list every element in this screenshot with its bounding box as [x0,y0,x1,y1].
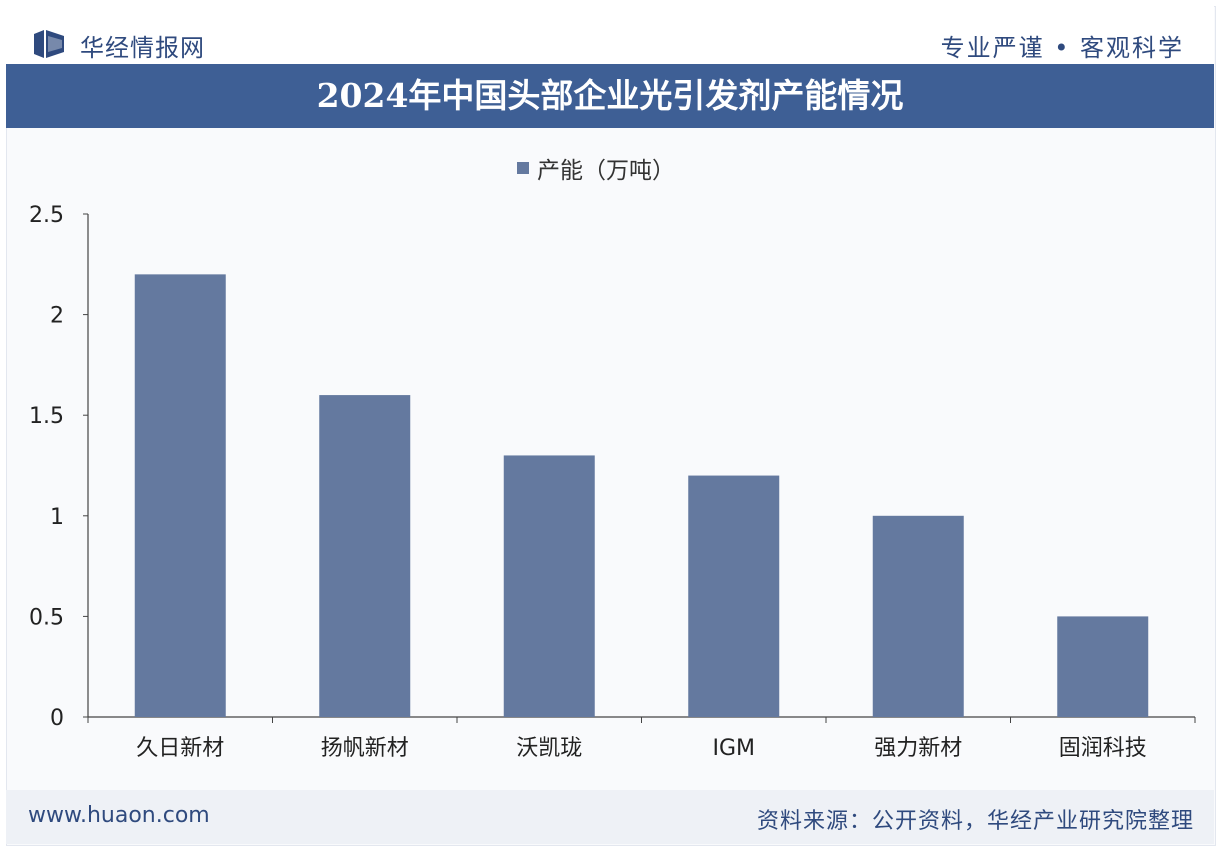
x-category-label: 久日新材 [136,736,224,761]
y-tick-label: 2 [50,304,64,329]
logo-icon [34,30,64,58]
source-note: 资料来源：公开资料，华经产业研究院整理 [756,809,1194,834]
y-tick-label: 2.5 [29,203,64,228]
legend-label: 产能（万吨） [537,158,675,184]
bar-5 [872,515,964,717]
x-category-label: 扬帆新材 [321,736,409,761]
footer: www.huaon.com 资料来源：公开资料，华经产业研究院整理 [6,790,1214,844]
slogan: 专业严谨 • 客观科学 [940,34,1184,62]
y-tick-label: 0.5 [29,605,64,630]
x-category-label: 固润科技 [1059,736,1147,761]
bar-3 [503,455,595,717]
y-tick-label: 1 [50,505,64,530]
bar-1 [134,274,226,717]
y-tick-label: 1.5 [29,404,64,429]
bar-4 [688,475,780,717]
x-category-label: 强力新材 [874,736,962,761]
x-category-label: IGM [712,736,755,761]
x-category-label: 沃凯珑 [516,736,582,761]
y-tick-label: 0 [50,706,64,731]
website-link[interactable]: www.huaon.com [28,803,210,828]
title-bar: 2024年中国头部企业光引发剂产能情况 [6,64,1214,128]
bar-2 [319,395,411,717]
bar-6 [1057,616,1149,717]
header: 华经情报网 专业严谨 • 客观科学 [6,6,1214,64]
chart-title: 2024年中国头部企业光引发剂产能情况 [316,76,904,115]
brand-name: 华经情报网 [80,34,205,62]
legend-swatch [517,162,529,174]
